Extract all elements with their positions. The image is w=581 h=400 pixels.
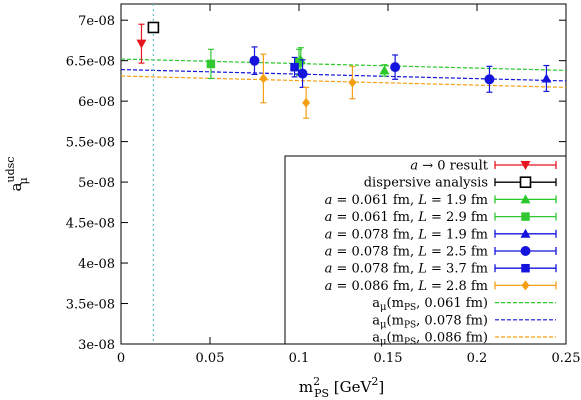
axis-titles: m2 PS [GeV2] audscμ (4, 157, 384, 400)
x-tick-label: 0 (117, 351, 125, 366)
y-tick-label: 3e-08 (78, 338, 115, 353)
marker-triangle-up (379, 65, 390, 75)
marker-triangle-up (541, 73, 552, 83)
marker-triangle-down (520, 161, 531, 170)
fit-lines (120, 58, 567, 88)
legend-label: a = 0.078 fm, L = 3.7 fm (325, 262, 488, 277)
legend-label: aμ(mPS, 0.078 fm) (372, 313, 488, 330)
marker-square (290, 62, 299, 72)
y-tick-label: 5.5e-08 (66, 136, 115, 151)
marker-circle (390, 62, 401, 73)
legend-label: a = 0.061 fm, L = 2.9 fm (325, 210, 488, 225)
marker-square (206, 59, 216, 69)
fit-line (120, 68, 567, 82)
legend: a → 0 result dispersive analysis a = 0.061… (284, 155, 567, 348)
marker-diamond (348, 77, 357, 88)
x-tick-label: 0.05 (196, 351, 225, 366)
legend-label: a = 0.061 fm, L = 1.9 fm (325, 193, 488, 208)
marker-square (521, 212, 530, 221)
x-tick-label: 0.25 (552, 351, 581, 366)
marker-square-open (147, 21, 160, 34)
marker-diamond (521, 280, 530, 291)
y-tick-label: 7e-08 (78, 14, 115, 29)
marker-circle (249, 55, 260, 66)
marker-circle (484, 74, 495, 85)
marker-diamond (302, 97, 311, 108)
legend-label: aμ(mPS, 0.086 fm) (372, 331, 488, 348)
legend-label: a = 0.078 fm, L = 1.9 fm (325, 227, 488, 242)
y-tick-label: 5e-08 (78, 176, 115, 191)
fit-line (120, 75, 567, 88)
series (290, 56, 299, 78)
series (541, 64, 552, 93)
legend-label: aμ(mPS, 0.061 fm) (372, 296, 488, 313)
y-axis-title: audscμ (4, 157, 30, 192)
x-axis: 0 0.05 0.1 0.15 0.2 0.25 (117, 4, 581, 366)
marker-triangle-up (520, 228, 531, 238)
y-tick-label: 6.5e-08 (66, 55, 115, 70)
legend-label: a = 0.078 fm, L = 2.5 fm (325, 245, 488, 260)
fit-line (120, 58, 567, 71)
series (136, 23, 147, 64)
x-axis-title: m2 PS [GeV2] (299, 375, 384, 400)
series (249, 46, 495, 93)
marker-square-open (519, 176, 532, 188)
marker-triangle-down (136, 39, 147, 49)
marker-triangle-up (520, 194, 531, 204)
y-tick-label: 3.5e-08 (66, 298, 115, 313)
legend-label: a → 0 result (410, 159, 488, 174)
marker-square (294, 58, 304, 67)
x-tick-label: 0.2 (467, 351, 488, 366)
y-tick-label: 4.5e-08 (66, 217, 115, 232)
marker-square (521, 263, 530, 273)
x-tick-label: 0.15 (374, 351, 403, 366)
data-series (136, 21, 552, 119)
legend-box (284, 155, 567, 345)
y-tick-label: 6e-08 (78, 95, 115, 110)
legend-label: dispersive analysis (364, 176, 488, 191)
legend-label: a = 0.086 fm, L = 2.8 fm (325, 279, 488, 294)
series (259, 53, 357, 119)
y-axis: 3e-08 3.5e-08 4e-08 4.5e-08 5e-08 5.5e-08 6e-0… (66, 14, 566, 353)
marker-circle (520, 246, 531, 256)
series (295, 47, 390, 77)
marker-circle (297, 68, 308, 79)
x-tick-label: 0.1 (289, 351, 310, 366)
marker-diamond (259, 73, 268, 84)
series (147, 21, 160, 34)
y-tick-label: 4e-08 (78, 257, 115, 272)
